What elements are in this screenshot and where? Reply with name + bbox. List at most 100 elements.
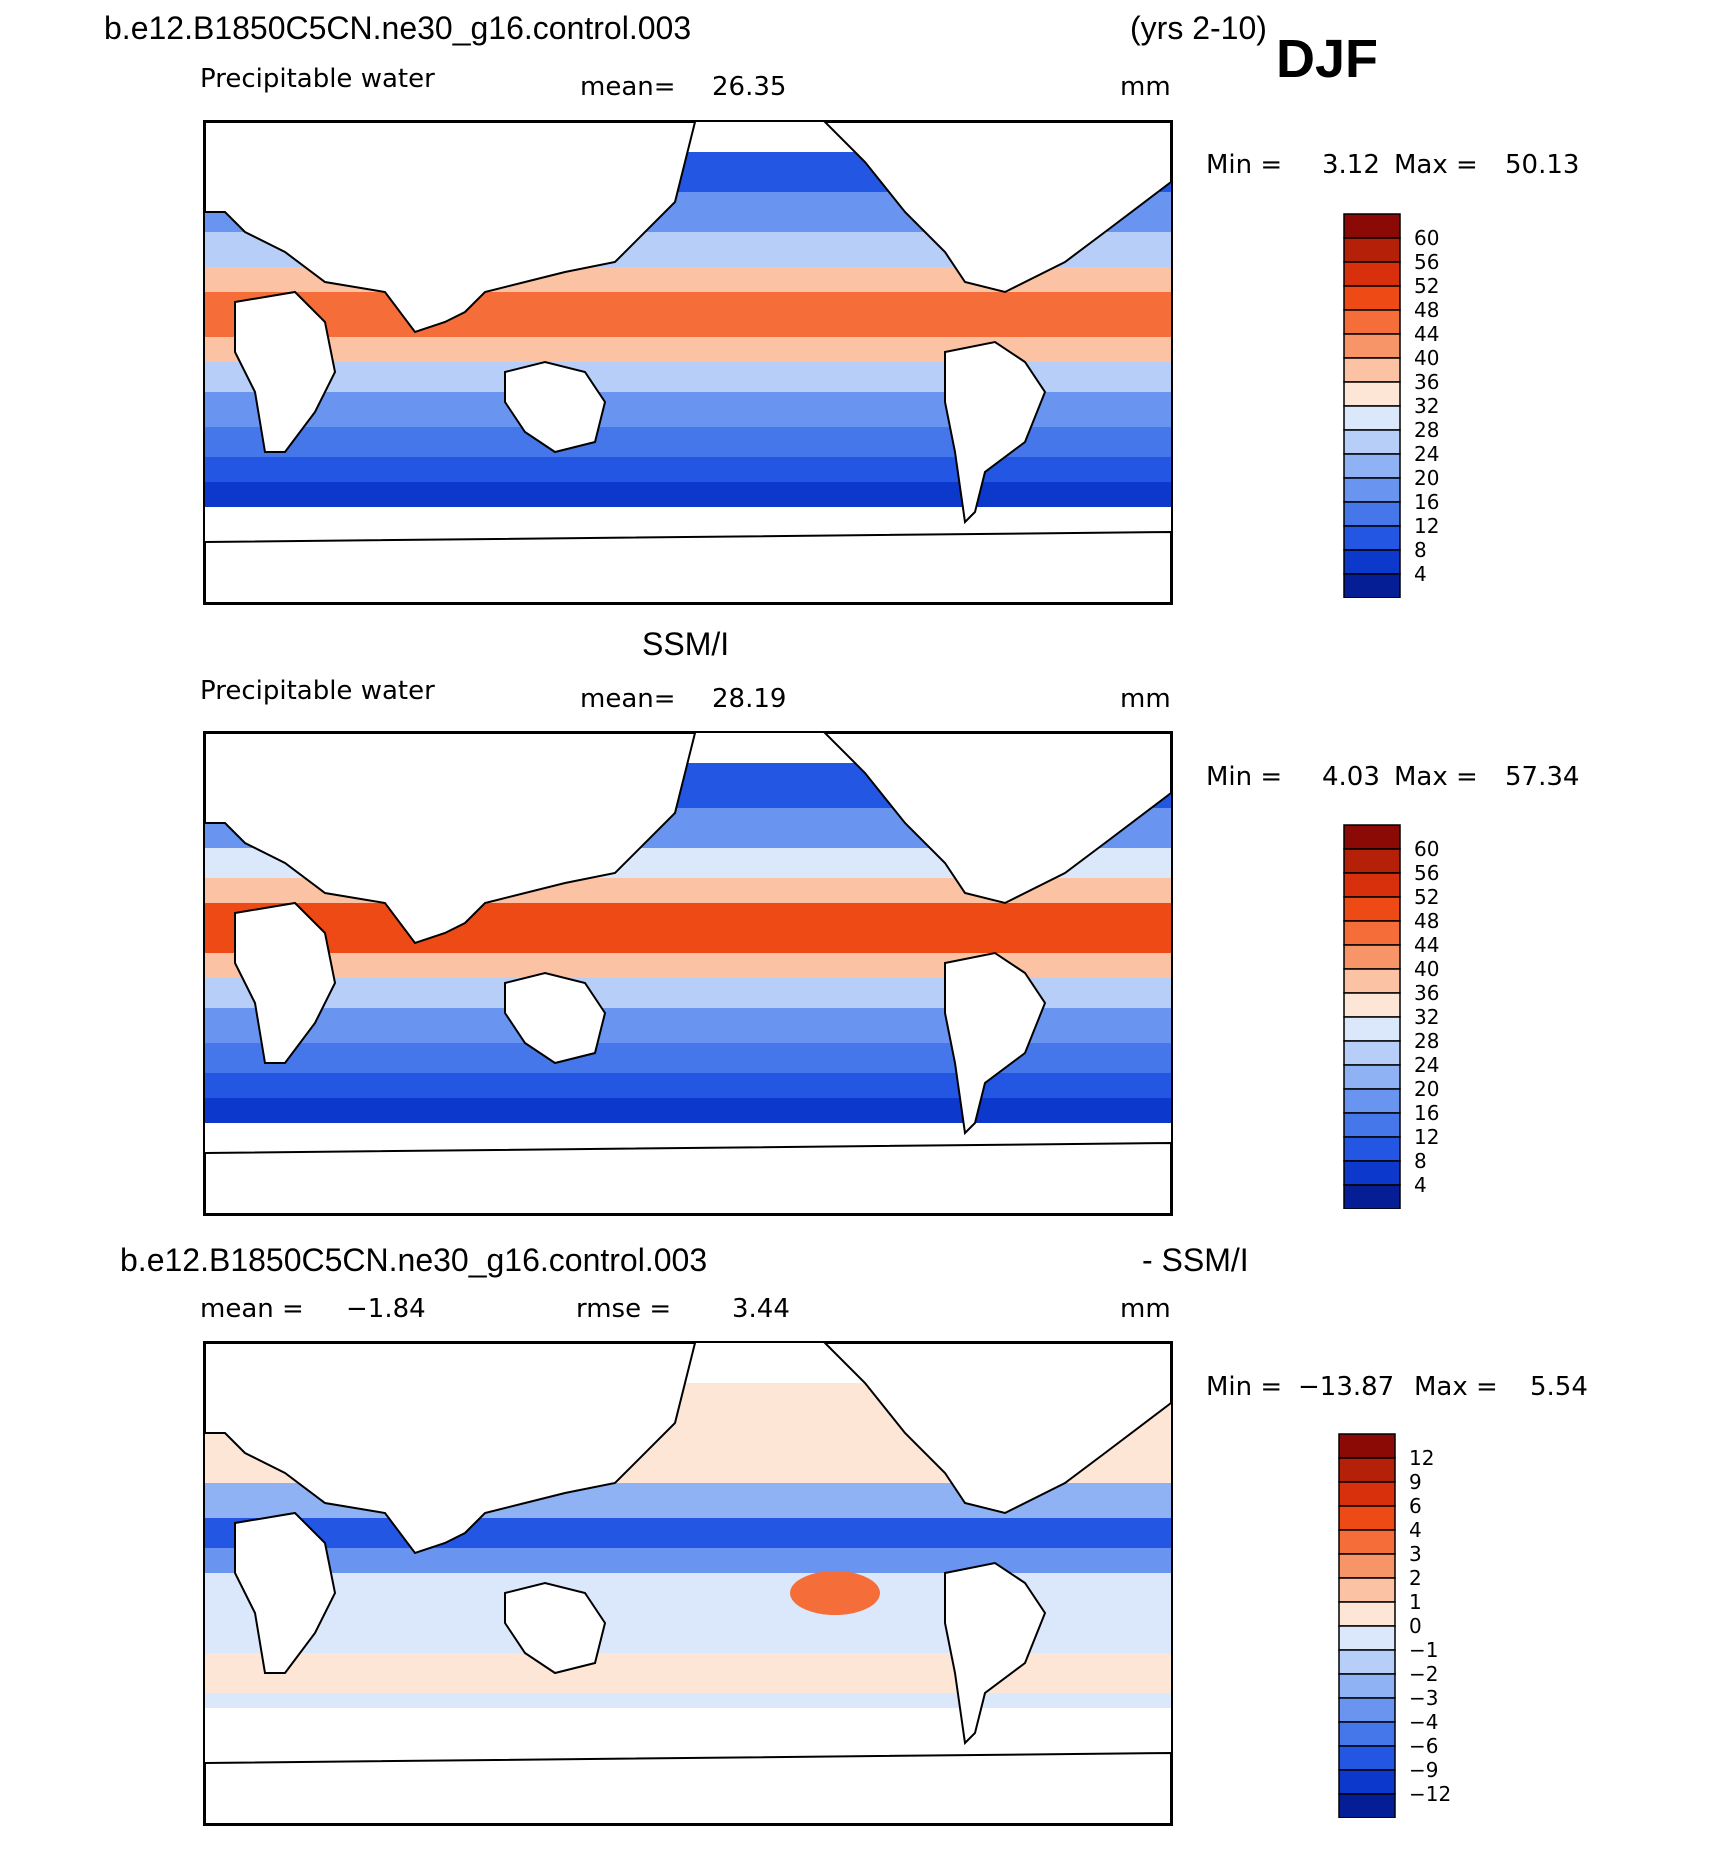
panel2-colorbar-box xyxy=(1343,1088,1401,1114)
panel3-colorbar-label: −12 xyxy=(1409,1782,1451,1806)
panel1-colorbar-label: 24 xyxy=(1414,442,1439,466)
panel1-max-label: Max = xyxy=(1394,150,1478,180)
panel3-colorbar-label: −1 xyxy=(1409,1638,1438,1662)
panel1-colorbar-label: 12 xyxy=(1414,514,1439,538)
panel3-colorbar-label: −6 xyxy=(1409,1734,1438,1758)
panel1-colorbar-box xyxy=(1343,453,1401,479)
panel1-colorbar-box xyxy=(1343,237,1401,263)
panel3-colorbar-box xyxy=(1338,1697,1396,1723)
panel2-colorbar-box xyxy=(1343,992,1401,1018)
panel3-colorbar-box xyxy=(1338,1601,1396,1627)
panel3-colorbar-label: 0 xyxy=(1409,1614,1422,1638)
panel3-colorbar-box xyxy=(1338,1745,1396,1771)
panel1-colorbar-label: 36 xyxy=(1414,370,1439,394)
panel2-colorbar-label: 24 xyxy=(1414,1053,1439,1077)
panel3-colorbar-box xyxy=(1338,1721,1396,1747)
panel1-colorbar-label: 32 xyxy=(1414,394,1439,418)
panel3-min-value: −13.87 xyxy=(1298,1372,1395,1402)
panel2-colorbar-label: 12 xyxy=(1414,1125,1439,1149)
panel1-colorbar-box xyxy=(1343,285,1401,311)
panel1-colorbar-box xyxy=(1343,549,1401,575)
panel1-map xyxy=(203,120,1173,605)
panel2-colorbar-box xyxy=(1343,1016,1401,1042)
panel2-colorbar-box xyxy=(1343,1064,1401,1090)
panel1-variable: Precipitable water xyxy=(200,64,435,94)
panel1-mean-label: mean= xyxy=(580,72,676,102)
season-label: DJF xyxy=(1276,29,1379,89)
panel3-colorbar-box xyxy=(1338,1481,1396,1507)
panel2-max-value: 57.34 xyxy=(1505,762,1580,792)
panel3-colorbar-box xyxy=(1338,1769,1396,1795)
panel1-colorbar-box xyxy=(1343,501,1401,527)
panel3-colorbar-label: −4 xyxy=(1409,1710,1438,1734)
panel3-mean-value: −1.84 xyxy=(346,1294,426,1324)
panel1-colorbar-label: 44 xyxy=(1414,322,1439,346)
panel3-colorbar-box xyxy=(1338,1457,1396,1483)
panel2-colorbar-label: 48 xyxy=(1414,909,1439,933)
panel3-colorbar-box xyxy=(1338,1577,1396,1603)
panel2-colorbar-label: 44 xyxy=(1414,933,1439,957)
panel2-map xyxy=(203,731,1173,1216)
panel3-colorbar-label: 12 xyxy=(1409,1446,1434,1470)
panel1-colorbar-box xyxy=(1343,309,1401,335)
panel2-colorbar-box xyxy=(1343,1160,1401,1186)
panel1-colorbar-box xyxy=(1343,357,1401,383)
panel2-colorbar-label: 36 xyxy=(1414,981,1439,1005)
panel2-map-svg xyxy=(205,733,1171,1214)
panel3-colorbar-label: −9 xyxy=(1409,1758,1438,1782)
panel3-colorbar-box xyxy=(1338,1625,1396,1651)
panel3-colorbar-label: 2 xyxy=(1409,1566,1422,1590)
panel2-title: SSM/I xyxy=(642,626,730,662)
panel1-colorbar-box xyxy=(1343,261,1401,287)
panel3-title-left: b.e12.B1850C5CN.ne30_g16.control.003 xyxy=(120,1242,708,1278)
panel3-rmse-value: 3.44 xyxy=(732,1294,790,1324)
panel2-mean-label: mean= xyxy=(580,684,676,714)
panel3-map-svg xyxy=(205,1343,1171,1824)
panel1-colorbar-label: 48 xyxy=(1414,298,1439,322)
panel1-colorbar-label: 28 xyxy=(1414,418,1439,442)
panel3-max-value: 5.54 xyxy=(1530,1372,1588,1402)
panel1-colorbar-box xyxy=(1343,405,1401,431)
panel3-colorbar-box xyxy=(1338,1673,1396,1699)
panel2-colorbar-label: 20 xyxy=(1414,1077,1439,1101)
panel2-colorbar-box xyxy=(1343,1040,1401,1066)
panel2-colorbar-box xyxy=(1343,968,1401,994)
panel3-colorbar-label: 3 xyxy=(1409,1542,1422,1566)
panel3-min-label: Min = xyxy=(1206,1372,1283,1402)
panel1-units: mm xyxy=(1120,72,1171,102)
panel3-colorbar-box xyxy=(1338,1793,1396,1818)
panel1-colorbar-box xyxy=(1343,213,1401,239)
panel1-colorbar-label: 8 xyxy=(1414,538,1427,562)
panel1-max-value: 50.13 xyxy=(1505,150,1580,180)
panel3-colorbar-box xyxy=(1338,1433,1396,1459)
panel1-colorbar-box xyxy=(1343,525,1401,551)
panel1-colorbar-label: 4 xyxy=(1414,562,1427,586)
panel2-colorbar-box xyxy=(1343,1184,1401,1209)
panel3-max-label: Max = xyxy=(1414,1372,1498,1402)
panel3-colorbar-label: 9 xyxy=(1409,1470,1422,1494)
panel2-colorbar-label: 28 xyxy=(1414,1029,1439,1053)
panel1-colorbar-box xyxy=(1343,573,1401,598)
panel3-title-right: - SSM/I xyxy=(1142,1242,1249,1278)
panel3-rmse-label: rmse = xyxy=(576,1294,672,1324)
panel3-colorbar-label: 6 xyxy=(1409,1494,1422,1518)
panel2-colorbar-label: 16 xyxy=(1414,1101,1439,1125)
panel3-units: mm xyxy=(1120,1294,1171,1324)
panel3-colorbar-label: 1 xyxy=(1409,1590,1422,1614)
panel2-colorbar-box xyxy=(1343,848,1401,874)
panel1-colorbar-box xyxy=(1343,333,1401,359)
panel2-colorbar-label: 56 xyxy=(1414,861,1439,885)
panel1-colorbar-label: 16 xyxy=(1414,490,1439,514)
panel2-colorbar-label: 40 xyxy=(1414,957,1439,981)
panel2-colorbar-box xyxy=(1343,944,1401,970)
case-title: b.e12.B1850C5CN.ne30_g16.control.003 xyxy=(104,10,692,46)
panel2-mean-value: 28.19 xyxy=(712,684,787,714)
panel2-max-label: Max = xyxy=(1394,762,1478,792)
panel1-colorbar-label: 52 xyxy=(1414,274,1439,298)
panel1-colorbar-box xyxy=(1343,477,1401,503)
panel1-colorbar-label: 60 xyxy=(1414,226,1439,250)
panel1-min-label: Min = xyxy=(1206,150,1283,180)
